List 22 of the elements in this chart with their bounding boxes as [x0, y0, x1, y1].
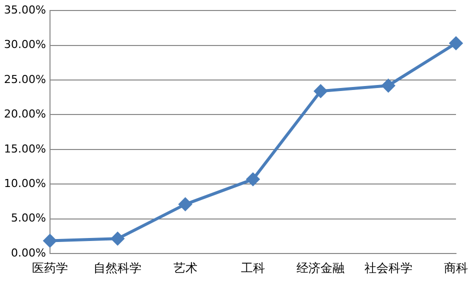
x-tick-label: 自然科学: [94, 260, 142, 275]
y-tick-label: 35.00%: [4, 3, 46, 16]
point: [450, 36, 462, 50]
x-tick-label: 艺术: [173, 260, 198, 275]
point: [314, 84, 328, 98]
point: [246, 172, 260, 186]
point: [178, 198, 192, 211]
x-tick-label: 经济金融: [296, 260, 345, 275]
point: [43, 234, 56, 248]
y-tick-label: 30.00%: [4, 38, 46, 52]
point: [382, 79, 395, 92]
y-tick-label: 0.00%: [10, 246, 46, 260]
x-tick-label: 商科: [444, 260, 468, 275]
y-tick-label: 20.00%: [4, 108, 46, 121]
x-tick-label: 社会科学: [364, 260, 412, 275]
point: [111, 232, 124, 246]
y-tick-label: 15.00%: [4, 142, 46, 156]
x-tick-label: 工科: [240, 260, 265, 275]
y-tick-label: 10.00%: [4, 177, 46, 190]
y-tick-label: 5.00%: [10, 212, 46, 225]
y-tick-label: 25.00%: [4, 72, 46, 86]
x-tick-label: 医药学: [32, 260, 68, 275]
